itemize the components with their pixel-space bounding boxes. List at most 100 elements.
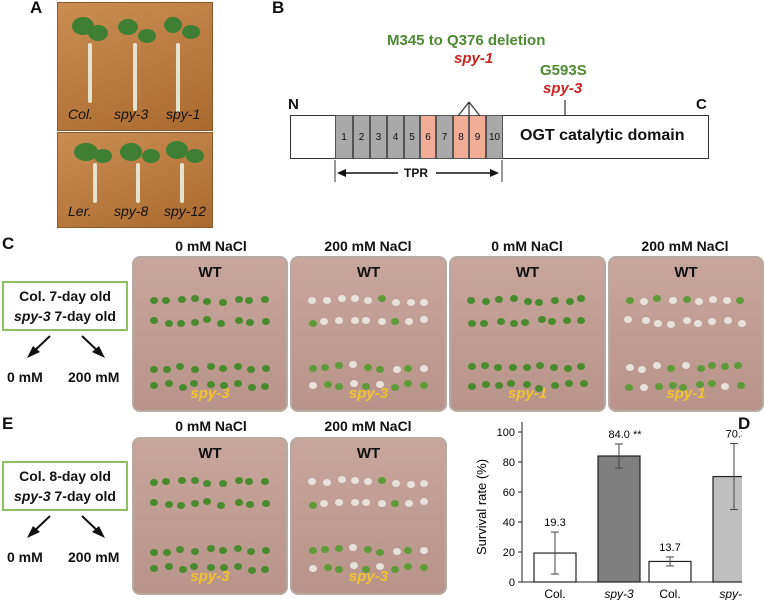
seedling-dot [576,362,585,370]
seedling-dot [734,362,743,370]
seedling-dot [218,546,227,554]
seedling-dot [467,320,476,328]
plate-e1: WT spy-3 [132,437,288,595]
seedling-dot [392,480,401,488]
seedling-dot [420,316,429,324]
g593s-label: G593S [540,62,587,79]
seedling-dot [334,316,343,324]
seedling-dot [334,362,343,370]
survival-chart: 0 20 40 60 80 100 Survival rate (%) 19.3 Col. 84.… [474,422,742,600]
seedling-dot [334,498,343,506]
seedling-dot [351,499,360,507]
seedling-dot [696,365,705,373]
seedling-dot [652,361,661,369]
seedling-dot [624,315,633,323]
tpr-repeat: 2 [353,115,370,159]
panel-c-label: C [2,234,15,253]
seedling-dot [419,381,428,389]
seedling-dot [207,362,216,370]
spy1-label: spy-1 [454,50,494,67]
seedling-dot [320,546,329,554]
condition-label: 200 mM NaCl [324,238,412,254]
seedling-dot [419,564,428,572]
seedling-dot [509,319,518,327]
genotype-box-e: Col. 8-day old spy-3 7-day old [2,461,128,511]
seedling-dot [234,362,243,370]
seedling-dot [320,363,329,371]
category-label: spy-1 [719,587,742,600]
box-line-1: Col. 7-day old [19,288,111,304]
seedling-dot [308,296,317,304]
seedling-dot [639,297,648,305]
seedling-dot [565,298,574,306]
seedling-dot [363,296,372,304]
seedling-dot [335,565,344,573]
seedling-dot [203,479,212,487]
seedling-dot [348,543,357,551]
seedling-dot [219,480,228,488]
seedling-dot [510,294,519,302]
seedling-dot [721,382,730,390]
arrow-label-0mm: 0 mM [7,369,43,385]
seedling-dot [245,296,254,304]
seedling-dot [206,563,215,571]
seedling-dot [362,317,371,325]
seedling-dot [261,565,270,573]
condition-label: 0 mM NaCl [175,418,247,434]
seedling-dot [190,562,199,570]
seedling-dot [625,364,634,372]
seedling-dot [654,319,663,327]
seedling-dot [165,380,174,388]
seedling-dot [217,319,226,327]
plate-c2: WT spy-3 [290,256,447,412]
photo-top: Col. spy-3 spy-1 [57,2,213,131]
seedling-dot [707,317,716,325]
seedling-dot [350,476,359,484]
seedling-dot [493,363,502,371]
plate-mutant-label: spy-3 [348,568,389,585]
seedling-dot [206,381,215,389]
seedling-dot [322,297,331,305]
seedling-dot [625,384,634,392]
seedling-dot [550,296,559,304]
seedling-dot [420,498,429,506]
seedling-dot [548,318,557,326]
seedling-dot [364,363,373,371]
seedling-dot [467,296,476,304]
seedling-dot [391,383,400,391]
seedling-dot [323,381,332,389]
seedling-dot [392,299,401,306]
arrow-label-200mm: 200 mM [68,549,120,565]
y-tick-label: 20 [503,547,515,559]
box-age: 7-day old [50,308,116,324]
seedling-dot [219,381,228,389]
seedling-dot [161,296,170,304]
seedling-dot [406,299,415,307]
seedling-dot [161,478,170,486]
seedling-dot [234,545,243,553]
value-label: 84.0 ** [608,429,642,441]
tpr-repeat: 1 [335,115,353,159]
seedling-dot [669,381,678,389]
photo-label-spy3: spy-3 [114,106,149,122]
y-tick-label: 60 [503,487,515,499]
y-axis-label: Survival rate (%) [474,459,489,555]
seedling-dot [391,499,400,507]
seedling-dot [246,500,255,508]
y-tick-label: 0 [509,577,515,589]
seedling-dot [335,383,344,391]
plate-wt-label: WT [674,264,698,281]
condition-label: 0 mM NaCl [175,238,247,254]
seedling-dot [655,382,664,390]
n-terminus: N [288,96,299,113]
seedling-dot [639,384,648,392]
seedling-dot [178,477,187,485]
seedling-dot [694,320,703,328]
category-label: spy-3 [604,587,634,600]
seedling-dot [322,478,331,486]
seedling-dot [207,544,216,552]
seedling-dot [481,361,490,369]
seedling-dot [683,296,692,304]
plate-c3: WT spy-1 [449,256,606,412]
